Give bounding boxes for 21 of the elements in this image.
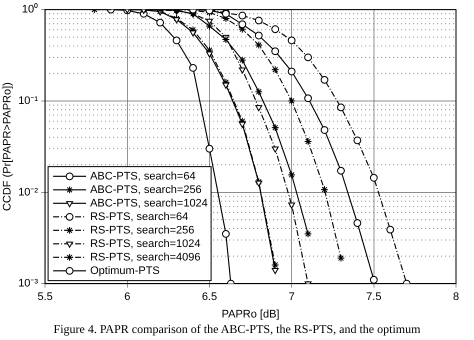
x-axis-title: PAPRo [dB]	[222, 308, 280, 320]
x-tick-label: 6.5	[202, 291, 218, 304]
legend-label: RS-PTS, search=4096	[90, 251, 200, 264]
x-tick-label: 7.5	[366, 291, 382, 304]
legend-label: ABC-PTS, search=256	[90, 184, 202, 196]
legend-label: Optimum-PTS	[90, 264, 160, 277]
y-tick-label: 10⁻²	[18, 186, 38, 198]
legend-label: RS-PTS, search=1024	[90, 238, 200, 250]
legend-label: RS-PTS, search=256	[90, 224, 194, 236]
legend-label: ABC-PTS, search=64	[90, 170, 196, 182]
legend-label: RS-PTS, search=64	[90, 210, 188, 223]
legend-label: ABC-PTS, search=1024	[90, 197, 208, 210]
x-tick-label: 7	[288, 291, 295, 304]
y-tick-label: 10⁰	[22, 2, 38, 16]
y-tick-label: 10⁻¹	[18, 94, 38, 107]
x-tick-label: 5.5	[37, 291, 53, 304]
y-axis-title: CCDF (Pr[PAPR>PAPRo])	[2, 82, 14, 212]
caption: Figure 4. PAPR comparison of the ABC-PTS, the RS-PTS, and the optimum	[52, 322, 422, 337]
y-tick-label: 10⁻³	[18, 278, 38, 290]
x-tick-label: 8	[452, 291, 460, 304]
x-tick-label: 6	[124, 291, 130, 304]
